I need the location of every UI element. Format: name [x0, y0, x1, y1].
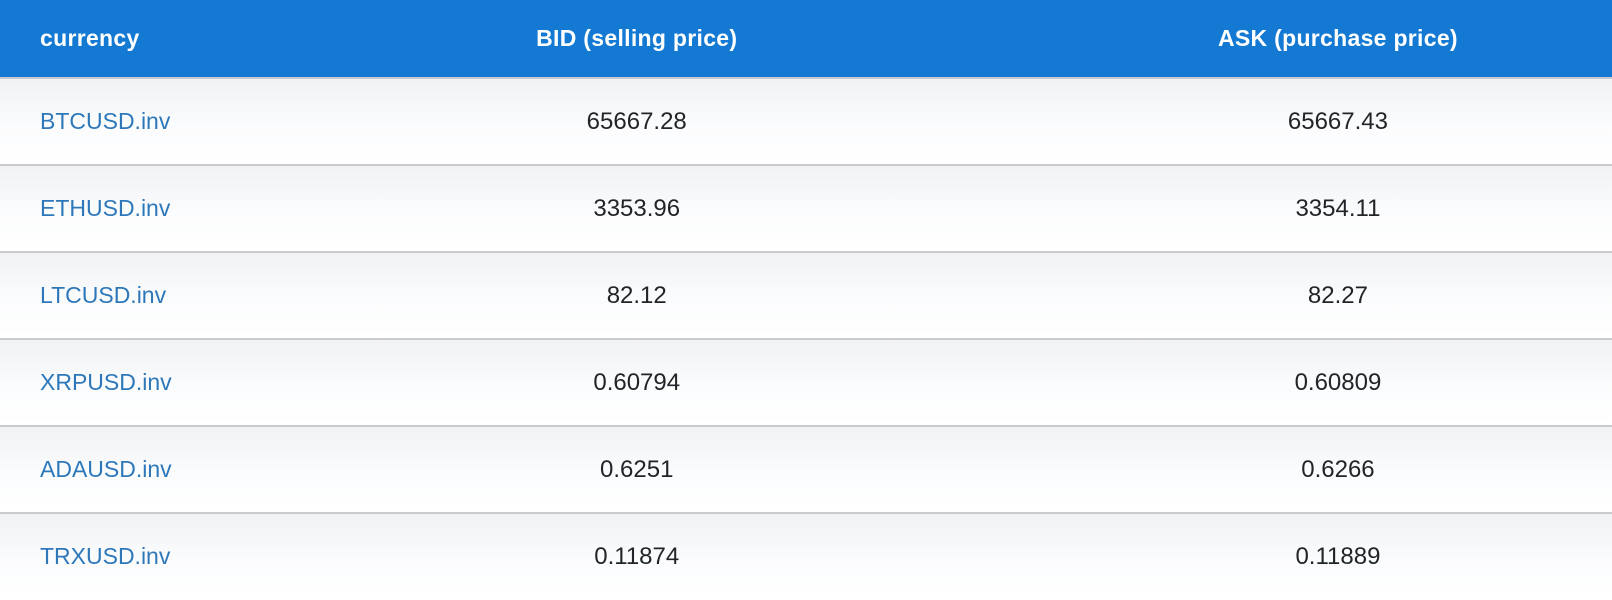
currency-link[interactable]: ADAUSD.inv: [40, 456, 172, 482]
table-row: BTCUSD.inv 65667.28 65667.43: [0, 77, 1612, 164]
column-header-currency: currency: [40, 25, 140, 51]
currency-link[interactable]: LTCUSD.inv: [40, 282, 167, 308]
bid-value: 82.12: [606, 281, 667, 309]
bid-value: 0.6251: [600, 455, 674, 483]
bid-value: 3353.96: [593, 194, 681, 222]
bid-value: 65667.28: [586, 107, 687, 135]
currency-link[interactable]: XRPUSD.inv: [40, 369, 172, 395]
ask-value: 82.27: [1307, 281, 1368, 309]
table-row: ETHUSD.inv 3353.96 3354.11: [0, 164, 1612, 251]
currency-link[interactable]: ETHUSD.inv: [40, 195, 171, 221]
currency-link[interactable]: TRXUSD.inv: [40, 543, 171, 569]
ask-value: 3354.11: [1295, 194, 1381, 222]
bid-value: 0.60794: [593, 368, 681, 396]
ask-value: 0.60809: [1294, 368, 1382, 396]
ask-value: 0.6266: [1301, 455, 1375, 483]
table-row: LTCUSD.inv 82.12 82.27: [0, 251, 1612, 338]
bid-value: 0.11874: [594, 542, 680, 570]
table-row: ADAUSD.inv 0.6251 0.6266: [0, 425, 1612, 512]
table-row: TRXUSD.inv 0.11874 0.11889: [0, 512, 1612, 599]
column-header-bid: BID (selling price): [536, 25, 738, 51]
table-row: XRPUSD.inv 0.60794 0.60809: [0, 338, 1612, 425]
column-header-ask: ASK (purchase price): [1217, 25, 1458, 51]
table-header-row: currency BID (selling price) ASK (purcha…: [0, 0, 1612, 77]
ask-value: 0.11889: [1295, 542, 1381, 570]
ask-value: 65667.43: [1287, 107, 1388, 135]
currency-link[interactable]: BTCUSD.inv: [40, 108, 171, 134]
